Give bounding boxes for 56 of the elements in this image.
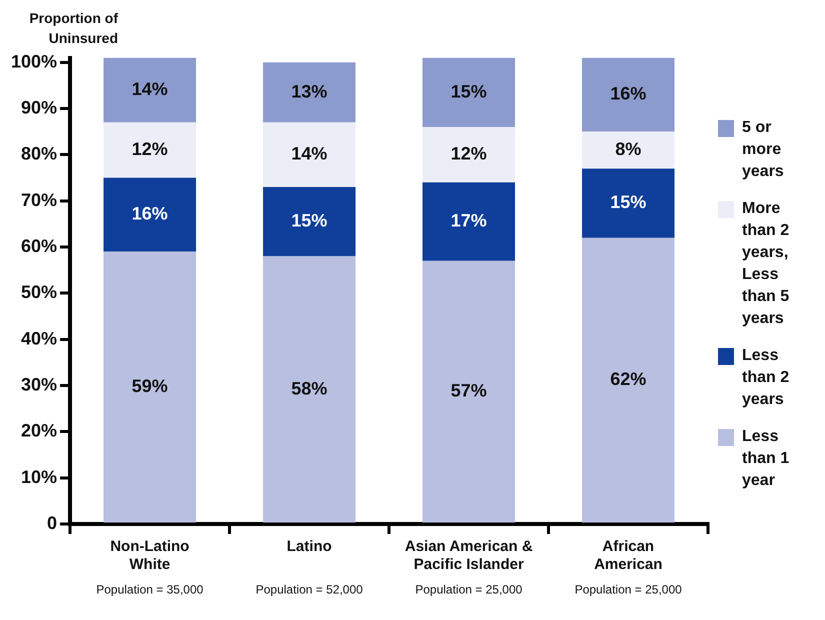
legend-label: More than 2 years, Less than 5 years [742, 199, 790, 329]
data-label: 14% [132, 79, 168, 100]
y-tick-label: 20% [21, 420, 58, 441]
data-label: 15% [291, 210, 328, 231]
y-tick-label: 50% [21, 282, 58, 302]
y-tick-label: 60% [21, 236, 58, 256]
data-label: 57% [450, 380, 487, 401]
bar [422, 260, 516, 522]
bar [104, 252, 196, 522]
data-label: 15% [450, 81, 487, 102]
y-tick-label: 10% [21, 466, 58, 487]
data-label: 59% [132, 376, 168, 396]
data-label: 12% [450, 144, 487, 164]
bar [104, 178, 196, 252]
data-label: 17% [450, 210, 487, 231]
bar [582, 168, 675, 238]
y-tick-label: 30% [21, 374, 58, 394]
text: Population = 25,000 [415, 582, 523, 596]
legend-label: 5 or more years [742, 118, 785, 182]
data-label: 62% [610, 369, 646, 390]
bar [263, 256, 356, 522]
y-tick-label: 40% [21, 328, 58, 348]
data-label: 16% [132, 204, 168, 224]
y-tick-label: 70% [21, 190, 58, 210]
data-label: 14% [291, 144, 328, 164]
legend-label: Less than 1 year [742, 427, 790, 491]
data-label: 58% [291, 378, 328, 398]
bar [104, 122, 196, 178]
bar [422, 127, 516, 182]
bar [422, 182, 516, 261]
text: Population = 35,000 [96, 582, 204, 596]
bar [263, 187, 356, 256]
x-tick-label: Asian American & Pacific Islander [404, 538, 533, 574]
x-tick-label: African American [594, 538, 662, 574]
text: Population = 25,000 [574, 582, 682, 596]
x-tick-label: Latino [286, 538, 332, 556]
data-label: 13% [291, 81, 328, 102]
bar [104, 58, 196, 122]
y-tick-label: 0 [47, 512, 58, 533]
bar [263, 62, 356, 122]
y-axis-title: Proportion of Uninsured [29, 10, 118, 46]
y-tick-label: 90% [21, 98, 58, 118]
bar [582, 238, 675, 522]
text: Population = 52,000 [256, 582, 364, 596]
legend-label: Less than 2 years [742, 346, 790, 410]
data-label: 8% [615, 139, 642, 160]
bar [582, 132, 675, 169]
data-label: 16% [610, 84, 646, 104]
y-tick-label: 100% [10, 51, 58, 72]
x-tick-label: Non-Latino White [110, 538, 190, 574]
bar [263, 122, 356, 188]
bar [582, 58, 675, 132]
data-label: 12% [132, 139, 168, 160]
bar [422, 58, 516, 128]
y-tick-label: 80% [21, 144, 58, 164]
data-label: 15% [610, 192, 646, 212]
